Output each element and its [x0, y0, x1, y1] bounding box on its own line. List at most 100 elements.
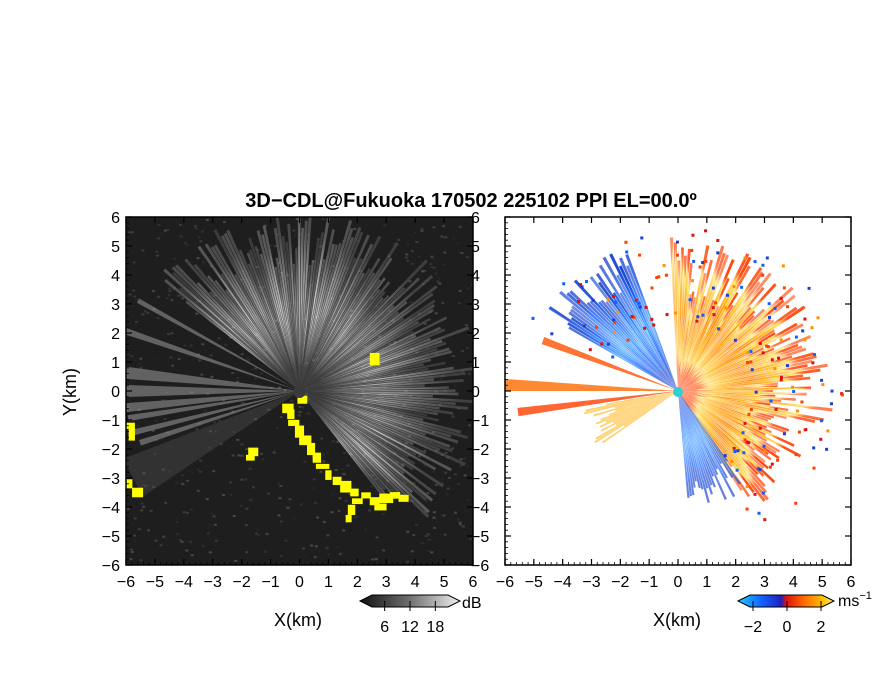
noise-speck — [432, 470, 436, 473]
noise-speck — [196, 468, 200, 471]
y-tick-label-inner: 4 — [471, 268, 480, 285]
x-tick-label: −1 — [261, 574, 279, 591]
noise-speck — [410, 262, 414, 265]
noise-speck — [406, 259, 410, 262]
velocity-ray-positive — [678, 332, 776, 391]
velocity-speck — [747, 441, 751, 445]
velocity-speck — [674, 311, 678, 315]
noise-speck — [133, 295, 137, 298]
noise-speck — [424, 534, 428, 537]
noise-speck — [133, 517, 137, 520]
noise-speck — [424, 510, 428, 513]
intensity-ray — [299, 277, 420, 391]
noise-speck — [232, 430, 236, 433]
intensity-ray — [299, 391, 414, 494]
velocity-speck — [730, 460, 734, 464]
intensity-ray — [299, 391, 386, 491]
velocity-ray-negative — [678, 391, 693, 497]
noise-speck — [319, 309, 323, 312]
velocity-speck — [812, 446, 816, 450]
noise-speck — [208, 551, 212, 554]
noise-speck — [232, 514, 236, 517]
noise-speck — [160, 232, 164, 235]
intensity-ray — [299, 391, 469, 410]
intensity-ray — [220, 235, 300, 391]
noise-speck — [154, 251, 158, 254]
velocity-speck — [758, 341, 762, 345]
x-tick-label: 0 — [295, 574, 304, 591]
noise-speck — [311, 487, 315, 490]
noise-speck — [421, 270, 425, 273]
noise-speck — [371, 558, 375, 561]
intensity-ray — [299, 243, 342, 391]
noise-speck — [442, 277, 446, 280]
noise-speck — [133, 534, 137, 537]
velocity-ray-positive — [678, 245, 725, 391]
noise-speck — [420, 228, 424, 231]
intensity-ray — [299, 391, 384, 496]
velocity-ray-positive — [678, 391, 768, 494]
velocity-speck — [779, 378, 783, 382]
y-tick-label: −5 — [102, 529, 120, 546]
noise-speck — [426, 492, 430, 495]
noise-speck — [279, 485, 283, 488]
intensity-ray — [299, 358, 432, 391]
velocity-xlabel: X(km) — [653, 610, 701, 630]
noise-speck — [412, 534, 416, 537]
velocity-ray-negative — [602, 256, 678, 391]
velocity-ray-positive — [594, 391, 678, 444]
y-tick-label: −2 — [102, 442, 120, 459]
velocity-speck — [758, 426, 762, 430]
noise-speck — [344, 499, 348, 502]
intensity-ray — [299, 391, 416, 465]
velocity-speck — [773, 306, 777, 310]
velocity-speck — [769, 399, 773, 403]
intensity-ray — [204, 243, 300, 391]
noise-speck — [176, 416, 180, 419]
velocity-speck — [704, 259, 708, 263]
noise-speck — [167, 470, 171, 473]
velocity-speck — [782, 432, 786, 436]
velocity-speck — [577, 300, 581, 304]
intensity-ray — [299, 304, 395, 391]
velocity-ray-negative — [678, 391, 723, 465]
intensity-beam — [127, 391, 300, 422]
intensity-ray — [295, 248, 300, 391]
velocity-speck — [745, 485, 749, 489]
intensity-ray — [299, 391, 392, 494]
intensity-ray — [299, 268, 371, 391]
noise-speck — [312, 478, 316, 481]
velocity-speck — [812, 466, 816, 470]
noise-speck — [128, 231, 132, 234]
velocity-colorbar-tick-label: 0 — [783, 619, 792, 636]
velocity-ray-negative — [625, 254, 678, 391]
velocity-ray-positive — [678, 391, 790, 432]
intensity-ray — [299, 384, 425, 391]
noise-speck — [444, 451, 448, 454]
intensity-ray — [299, 367, 429, 391]
noise-speck — [408, 250, 412, 253]
noise-speck — [252, 460, 256, 463]
intensity-ray — [299, 391, 459, 396]
velocity-speck — [821, 383, 825, 387]
highlight-echo — [282, 403, 294, 414]
velocity-speck — [779, 338, 783, 342]
velocity-colorbar-unit-exp: −1 — [859, 590, 872, 602]
noise-speck — [401, 463, 405, 466]
noise-speck — [457, 251, 461, 254]
noise-speck — [260, 452, 264, 455]
intensity-ray — [299, 391, 399, 496]
noise-speck — [417, 455, 421, 458]
noise-speck — [248, 336, 252, 339]
intensity-ray — [299, 391, 417, 456]
noise-speck — [174, 481, 178, 484]
x-tick-label: −6 — [496, 574, 514, 591]
velocity-ray-positive — [584, 391, 678, 415]
velocity-panel: −6 −5 −4 −3 −2 −1 0 1 2 3 4 5 6 X(km) — [496, 216, 856, 630]
velocity-ray-positive — [678, 329, 775, 391]
intensity-ray — [299, 378, 464, 391]
noise-speck — [277, 514, 281, 517]
x-tick-label: 1 — [324, 574, 333, 591]
intensity-ray — [299, 242, 399, 391]
velocity-ray-positive — [678, 262, 693, 391]
